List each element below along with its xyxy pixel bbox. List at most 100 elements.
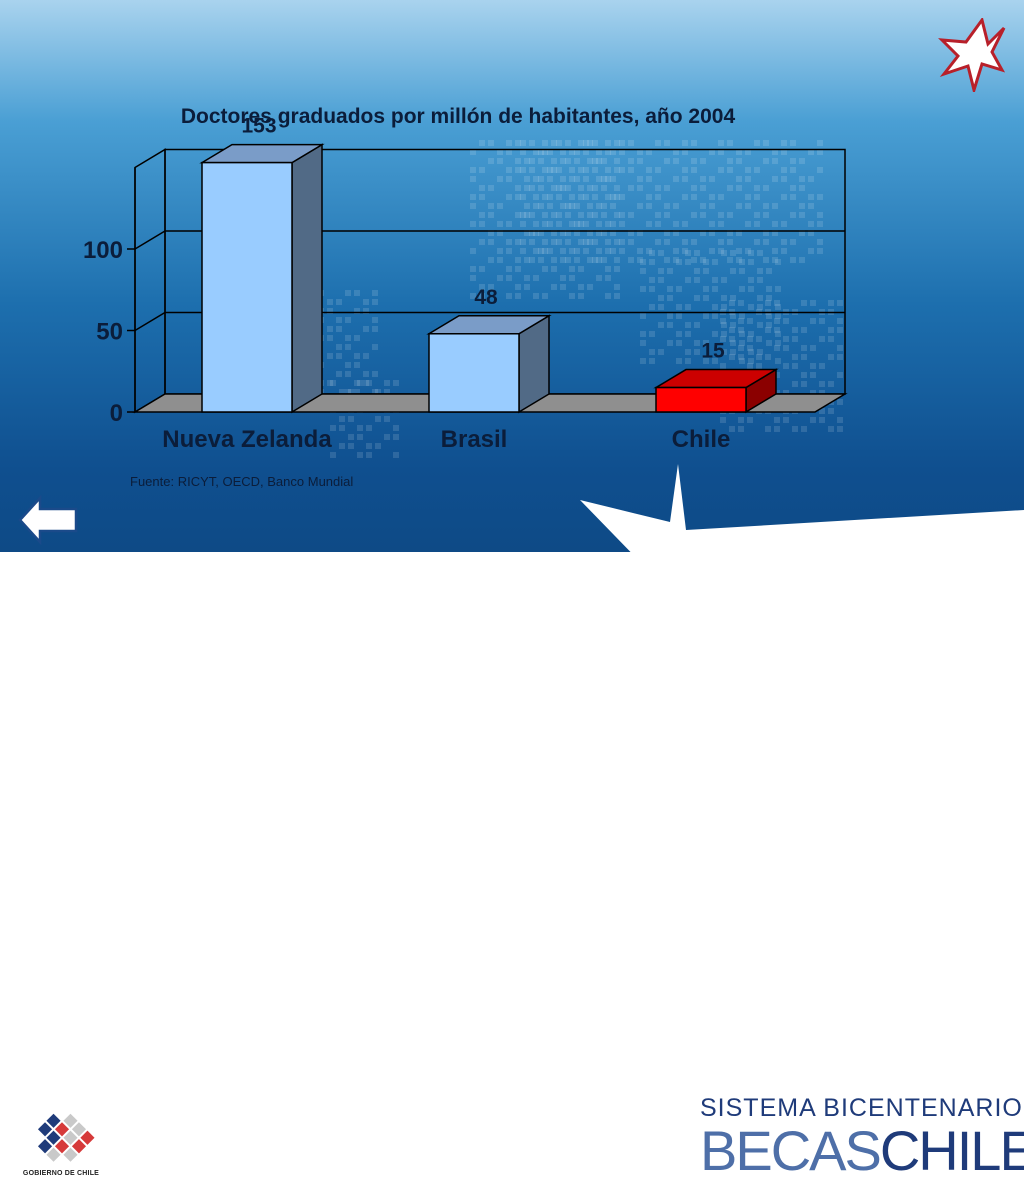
map-dot	[551, 284, 557, 290]
map-dot	[808, 248, 814, 254]
map-dot	[691, 212, 697, 218]
map-dot	[712, 277, 718, 283]
map-dot	[506, 221, 512, 227]
map-dot	[772, 149, 778, 155]
map-dot	[339, 389, 345, 395]
map-dot	[774, 300, 780, 306]
map-dot	[781, 140, 787, 146]
map-dot	[345, 290, 351, 296]
map-dot	[515, 239, 521, 245]
chart-title: Doctores graduados por millón de habitan…	[181, 105, 736, 128]
map-dot	[721, 322, 727, 328]
map-dot	[327, 335, 333, 341]
map-dot	[694, 340, 700, 346]
map-dot	[515, 257, 521, 263]
map-dot	[655, 212, 661, 218]
map-dot	[520, 149, 526, 155]
map-dot	[790, 140, 796, 146]
map-dot	[614, 239, 620, 245]
map-dot	[819, 336, 825, 342]
map-dot	[605, 266, 611, 272]
map-dot	[614, 212, 620, 218]
map-dot	[533, 248, 539, 254]
map-dot	[667, 340, 673, 346]
map-dot	[515, 293, 521, 299]
map-dot	[682, 194, 688, 200]
map-dot	[587, 158, 593, 164]
map-dot	[583, 194, 589, 200]
map-dot	[605, 293, 611, 299]
bar	[655, 386, 747, 413]
map-dot	[605, 194, 611, 200]
map-dot	[754, 140, 760, 146]
map-dot	[801, 327, 807, 333]
map-dot	[721, 250, 727, 256]
map-dot	[479, 140, 485, 146]
map-dot	[808, 176, 814, 182]
map-dot	[605, 149, 611, 155]
map-dot	[703, 268, 709, 274]
map-dot	[637, 230, 643, 236]
map-dot	[488, 185, 494, 191]
map-dot	[790, 239, 796, 245]
map-dot	[655, 194, 661, 200]
map-dot	[596, 203, 602, 209]
map-dot	[542, 140, 548, 146]
map-dot	[685, 304, 691, 310]
map-dot	[578, 293, 584, 299]
map-dot	[614, 158, 620, 164]
map-dot	[587, 284, 593, 290]
map-dot	[790, 185, 796, 191]
map-dot	[569, 149, 575, 155]
map-dot	[739, 286, 745, 292]
map-dot	[479, 221, 485, 227]
map-dot	[542, 248, 548, 254]
map-dot	[801, 354, 807, 360]
map-dot	[393, 434, 399, 440]
brand-logo-text: BECASCHILE	[700, 1118, 1024, 1183]
map-dot	[727, 230, 733, 236]
map-dot	[649, 259, 655, 265]
map-dot	[748, 304, 754, 310]
map-dot	[667, 313, 673, 319]
map-dot	[515, 185, 521, 191]
map-dot	[578, 221, 584, 227]
map-dot	[691, 194, 697, 200]
map-dot	[583, 167, 589, 173]
star-icon	[938, 18, 1006, 92]
map-dot	[524, 185, 530, 191]
map-dot	[676, 304, 682, 310]
map-dot	[524, 230, 530, 236]
map-dot	[565, 158, 571, 164]
map-dot	[470, 194, 476, 200]
map-dot	[772, 248, 778, 254]
map-dot	[775, 286, 781, 292]
map-dot	[565, 185, 571, 191]
map-dot	[628, 257, 634, 263]
map-dot	[703, 358, 709, 364]
map-dot	[578, 266, 584, 272]
map-dot	[470, 221, 476, 227]
map-dot	[538, 248, 544, 254]
map-dot	[774, 318, 780, 324]
map-dot	[729, 426, 735, 432]
map-dot	[637, 185, 643, 191]
map-dot	[587, 239, 593, 245]
map-dot	[691, 167, 697, 173]
map-dot	[610, 203, 616, 209]
map-dot	[739, 331, 745, 337]
map-dot	[372, 317, 378, 323]
map-dot	[515, 167, 521, 173]
map-dot	[781, 194, 787, 200]
map-dot	[610, 248, 616, 254]
map-dot	[766, 340, 772, 346]
map-dot	[703, 313, 709, 319]
left-arrow-icon[interactable]	[16, 494, 80, 546]
map-dot	[596, 158, 602, 164]
map-dot	[366, 452, 372, 458]
map-dot	[551, 239, 557, 245]
x-tick-label: Brasil	[441, 426, 508, 453]
map-dot	[649, 304, 655, 310]
map-dot	[783, 345, 789, 351]
map-dot	[712, 304, 718, 310]
